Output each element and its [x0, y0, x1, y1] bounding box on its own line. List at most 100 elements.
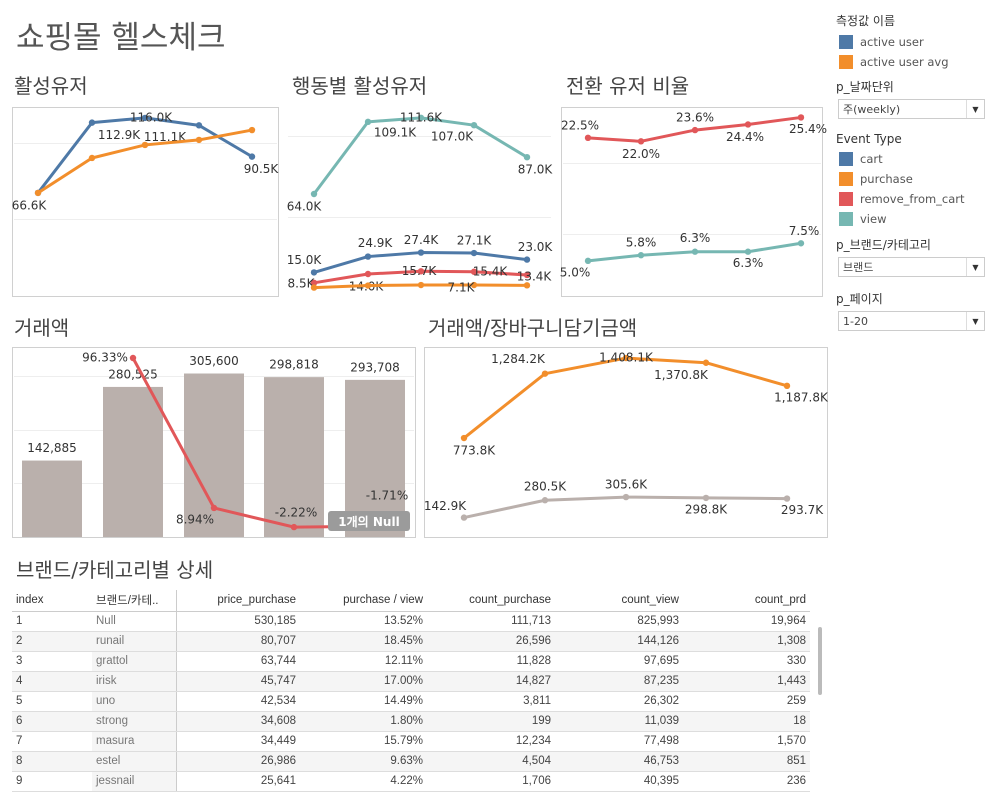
brand-category-dropdown[interactable]: 브랜드 ▼ — [838, 257, 985, 277]
table-cell-index: 2 — [12, 631, 92, 652]
table-cell-price-purchase: 530,185 — [176, 611, 300, 632]
table-row[interactable]: 2 runail 80,707 18.45% 26,596 144,126 1,308 — [12, 631, 810, 652]
table-cell-index: 3 — [12, 651, 92, 672]
table-row[interactable]: 1 Null 530,185 13.52% 111,713 825,993 19,964 — [12, 611, 810, 632]
dropdown-value: 1-20 — [843, 314, 868, 328]
dropdown-value: 브랜드 — [843, 261, 874, 274]
table-row[interactable]: 6 strong 34,608 1.80% 199 11,039 18 — [12, 711, 810, 732]
legend-label: active user avg — [860, 55, 949, 69]
date-param-title: p_날짜단위 — [836, 80, 894, 94]
table-cell-price-purchase: 34,449 — [176, 731, 300, 752]
table-cell-count-prd: 259 — [683, 691, 810, 712]
column-header-count-prd[interactable]: count_prd — [683, 590, 810, 612]
column-header-count-view[interactable]: count_view — [555, 590, 683, 612]
table-row[interactable]: 7 masura 34,449 15.79% 12,234 77,498 1,570 — [12, 731, 810, 752]
column-header-brand[interactable]: 브랜드/카테.. — [92, 590, 177, 612]
gridline — [288, 217, 551, 218]
detail-table: index 브랜드/카테.. price_purchase purchase /… — [12, 590, 810, 792]
table-cell-index: 8 — [12, 751, 92, 772]
gridline — [14, 143, 277, 144]
legend-label: purchase — [860, 172, 913, 186]
table-cell-count-purchase: 12,234 — [427, 731, 555, 752]
table-cell-count-view: 87,235 — [555, 671, 683, 692]
table-cell-count-prd: 18 — [683, 711, 810, 732]
revenue-chart[interactable] — [12, 347, 416, 538]
legend-item-active-user[interactable]: active user — [836, 32, 985, 52]
chevron-down-icon[interactable]: ▼ — [966, 312, 984, 330]
legend-item-view[interactable]: view — [836, 209, 985, 229]
color-swatch — [839, 172, 853, 186]
table-cell-brand: irisk — [92, 671, 177, 692]
table-cell-brand: strong — [92, 711, 177, 732]
table-row[interactable]: 9 jessnail 25,641 4.22% 1,706 40,395 236 — [12, 771, 810, 792]
table-cell-count-view: 144,126 — [555, 631, 683, 652]
table-cell-price-purchase: 42,534 — [176, 691, 300, 712]
column-header-purchase-view[interactable]: purchase / view — [300, 590, 427, 612]
table-cell-brand: grattol — [92, 651, 177, 672]
table-cell-count-purchase: 11,828 — [427, 651, 555, 672]
table-cell-index: 5 — [12, 691, 92, 712]
table-cell-count-view: 825,993 — [555, 611, 683, 632]
table-cell-count-view: 11,039 — [555, 711, 683, 732]
table-cell-count-prd: 851 — [683, 751, 810, 772]
table-cell-count-prd: 330 — [683, 651, 810, 672]
table-cell-count-prd: 1,570 — [683, 731, 810, 752]
table-scrollbar[interactable] — [818, 627, 822, 695]
table-cell-brand: estel — [92, 751, 177, 772]
color-swatch — [839, 192, 853, 206]
chevron-down-icon[interactable]: ▼ — [966, 100, 984, 118]
table-cell-purchase-view: 15.79% — [300, 731, 427, 752]
table-cell-purchase-view: 4.22% — [300, 771, 427, 792]
table-row[interactable]: 4 irisk 45,747 17.00% 14,827 87,235 1,443 — [12, 671, 810, 692]
revenue-title: 거래액 — [14, 316, 70, 340]
column-header-index[interactable]: index — [12, 590, 92, 612]
page-dropdown[interactable]: 1-20 ▼ — [838, 311, 985, 331]
legend-label: remove_from_cart — [860, 192, 965, 206]
null-indicator-badge[interactable]: 1개의 Null — [328, 511, 410, 531]
event-users-title: 행동별 활성유저 — [292, 74, 428, 98]
table-cell-price-purchase: 26,986 — [176, 751, 300, 772]
color-swatch — [839, 55, 853, 69]
table-cell-index: 1 — [12, 611, 92, 632]
column-header-count-purchase[interactable]: count_purchase — [427, 590, 555, 612]
table-row[interactable]: 5 uno 42,534 14.49% 3,811 26,302 259 — [12, 691, 810, 712]
active-users-chart[interactable] — [12, 107, 279, 297]
legend-item-purchase[interactable]: purchase — [836, 169, 985, 189]
table-cell-count-prd: 19,964 — [683, 611, 810, 632]
table-cell-price-purchase: 25,641 — [176, 771, 300, 792]
table-cell-brand: Null — [92, 611, 177, 632]
date-unit-dropdown[interactable]: 주(weekly) ▼ — [838, 99, 985, 119]
table-cell-count-prd: 1,308 — [683, 631, 810, 652]
table-cell-count-purchase: 1,706 — [427, 771, 555, 792]
table-cell-index: 9 — [12, 771, 92, 792]
table-cell-count-prd: 236 — [683, 771, 810, 792]
table-cell-count-view: 46,753 — [555, 751, 683, 772]
legend-item-remove-from-cart[interactable]: remove_from_cart — [836, 189, 985, 209]
gridline — [14, 219, 277, 220]
legend-item-active-user-avg[interactable]: active user avg — [836, 52, 985, 72]
conversion-chart[interactable] — [561, 107, 823, 297]
column-header-price-purchase[interactable]: price_purchase — [176, 590, 300, 612]
table-cell-price-purchase: 63,744 — [176, 651, 300, 672]
table-cell-index: 4 — [12, 671, 92, 692]
legend-label: view — [860, 212, 887, 226]
table-row[interactable]: 8 estel 26,986 9.63% 4,504 46,753 851 — [12, 751, 810, 772]
table-cell-count-view: 40,395 — [555, 771, 683, 792]
table-cell-purchase-view: 13.52% — [300, 611, 427, 632]
table-cell-count-view: 26,302 — [555, 691, 683, 712]
dropdown-value: 주(weekly) — [843, 103, 901, 116]
legend-panel: 측정값 이름 active user active user avg p_날짜단… — [836, 12, 985, 331]
legend-item-cart[interactable]: cart — [836, 149, 985, 169]
chevron-down-icon[interactable]: ▼ — [966, 258, 984, 276]
brand-param-title: p_브랜드/카테고리 — [836, 238, 931, 252]
gridline — [14, 430, 414, 431]
table-cell-brand: jessnail — [92, 771, 177, 792]
table-cell-brand: runail — [92, 631, 177, 652]
table-cell-count-purchase: 26,596 — [427, 631, 555, 652]
revenue-vs-cart-chart[interactable] — [424, 347, 828, 538]
table-cell-count-purchase: 199 — [427, 711, 555, 732]
event-users-chart[interactable] — [287, 107, 552, 297]
table-cell-brand: masura — [92, 731, 177, 752]
table-row[interactable]: 3 grattol 63,744 12.11% 11,828 97,695 330 — [12, 651, 810, 672]
table-cell-price-purchase: 80,707 — [176, 631, 300, 652]
